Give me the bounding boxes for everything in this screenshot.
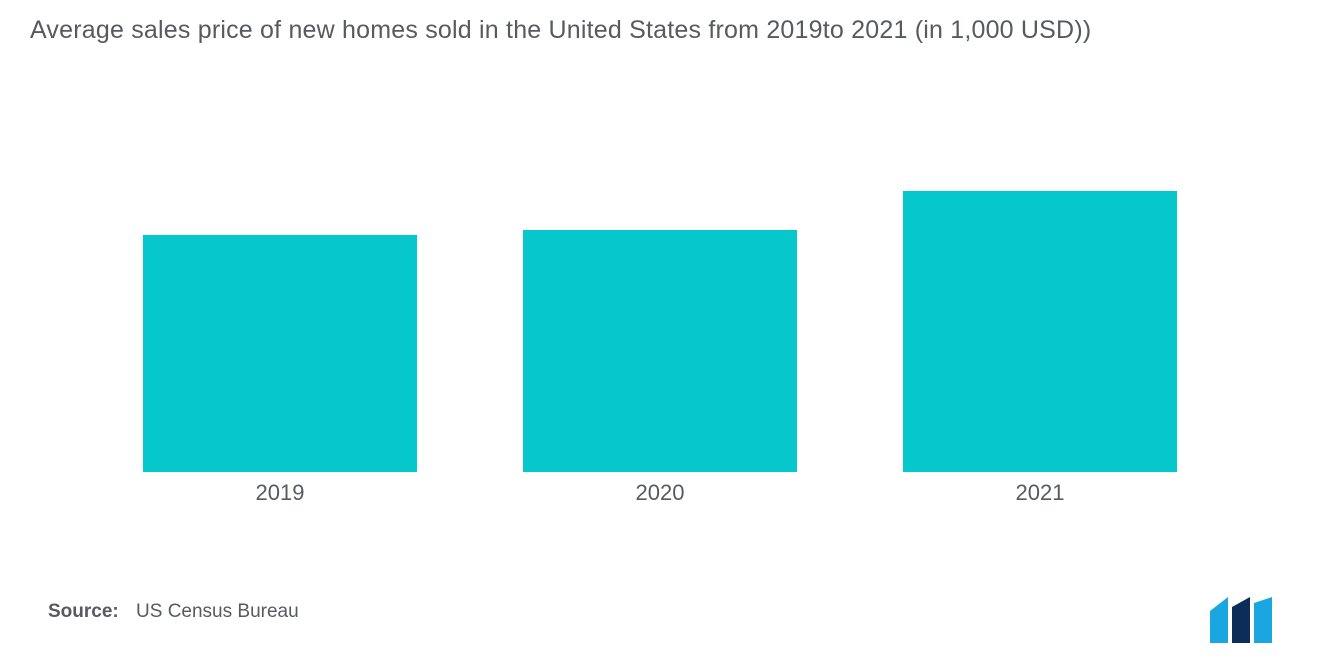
source-label: Source:: [48, 601, 119, 622]
bar-slot: [850, 140, 1230, 472]
brand-logo-icon: [1210, 597, 1288, 643]
x-axis-label: 2019: [90, 472, 470, 520]
bar-2021: [903, 191, 1177, 472]
bar-slot: [90, 140, 470, 472]
bar-2020: [523, 230, 797, 472]
logo-bar-3: [1254, 597, 1272, 643]
logo-bar-1: [1210, 597, 1228, 643]
chart-title: Average sales price of new homes sold in…: [30, 16, 1290, 45]
source-line: Source: US Census Bureau: [48, 601, 299, 623]
bar-slot: [470, 140, 850, 472]
source-value: US Census Bureau: [136, 601, 299, 622]
bar-2019: [143, 235, 417, 472]
x-axis-label: 2021: [850, 472, 1230, 520]
bar-container: [90, 140, 1230, 472]
x-axis-label: 2020: [470, 472, 850, 520]
logo-bar-2: [1232, 597, 1250, 643]
chart-plot-area: 2019 2020 2021: [30, 80, 1290, 550]
x-axis-labels: 2019 2020 2021: [90, 472, 1230, 520]
